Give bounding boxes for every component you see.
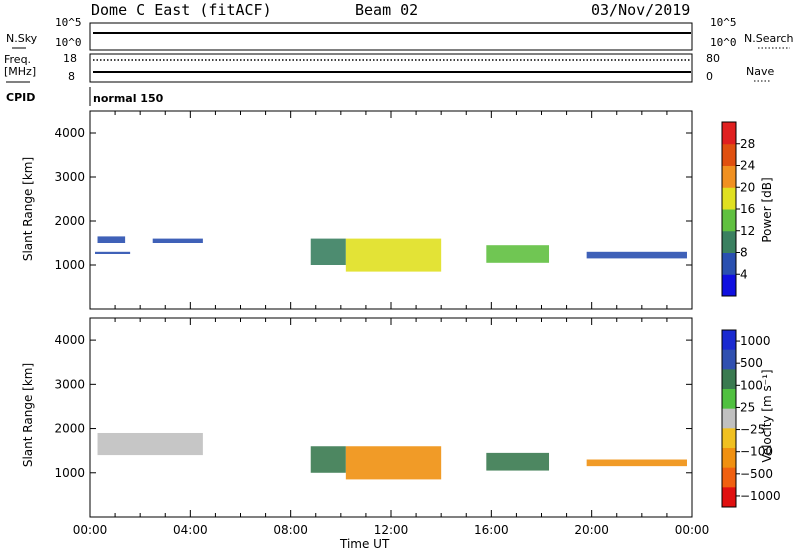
colorbar-tick-label: 4 — [740, 267, 748, 281]
nsearch-label: N.Search — [744, 32, 794, 45]
power-echo-region — [586, 251, 687, 259]
colorbar-tick-label: −1000 — [740, 489, 781, 503]
y-tick-label: 2000 — [54, 214, 85, 228]
x-tick-label: 00:00 — [73, 523, 108, 537]
velocity-echo-region — [586, 459, 687, 467]
power-echo-region — [97, 236, 126, 243]
x-tick-label: 04:00 — [173, 523, 208, 537]
colorbar-tick-label: 28 — [740, 137, 755, 151]
x-tick-label: 20:00 — [574, 523, 609, 537]
date-label: 03/Nov/2019 — [591, 1, 691, 19]
y-tick-label: 4000 — [54, 126, 85, 140]
beam-label: Beam 02 — [355, 1, 419, 19]
freq-label: Freq. — [4, 53, 32, 66]
colorbar-swatch — [722, 252, 736, 275]
freq-tick-low: 8 — [68, 70, 75, 83]
colorbar-tick-label: −100 — [740, 445, 773, 459]
x-tick-label: 12:00 — [374, 523, 409, 537]
x-axis-label: Time UT — [340, 537, 390, 551]
colorbar-swatch — [722, 428, 736, 449]
nave-label: Nave — [746, 65, 775, 78]
nave-tick-high: 80 — [706, 52, 720, 65]
power-panel-frame — [89, 110, 693, 310]
power-echo-region — [486, 245, 550, 263]
colorbar-tick-label: 25 — [740, 400, 755, 414]
colorbar-tick-label: 12 — [740, 224, 755, 238]
velocity-echo-region — [310, 446, 346, 473]
nsky-tick-low: 10^0 — [55, 36, 82, 49]
colorbar-swatch — [722, 389, 736, 410]
nsky-panel-frame — [89, 22, 693, 51]
nsearch-tick-high: 10^5 — [710, 16, 737, 29]
station-title: Dome C East (fitACF) — [91, 1, 272, 19]
nave-tick-low: 0 — [706, 70, 713, 83]
x-tick-label: 08:00 — [273, 523, 308, 537]
colorbar-swatch — [722, 143, 736, 166]
cpid-value: normal 150 — [93, 92, 164, 105]
freq-tick-high: 18 — [63, 52, 77, 65]
colorbar-tick-label: 1000 — [740, 334, 771, 348]
mhz-label: [MHz] — [4, 65, 37, 78]
colorbar-tick-label: 8 — [740, 246, 748, 260]
colorbar-tick-label: 100 — [740, 378, 763, 392]
velocity-echo-region — [345, 446, 442, 480]
colorbar-swatch — [722, 408, 736, 429]
colorbar-swatch — [722, 467, 736, 488]
colorbar-tick-label: 500 — [740, 356, 763, 370]
power-echo-region — [310, 238, 346, 265]
y-tick-label: 1000 — [54, 466, 85, 480]
colorbar-swatch — [722, 274, 736, 297]
colorbar-swatch — [722, 209, 736, 232]
x-tick-label: 16:00 — [474, 523, 509, 537]
colorbar-tick-label: 24 — [740, 159, 755, 173]
power-echo-region — [152, 238, 203, 243]
velocity-echo-region — [486, 452, 550, 471]
y-tick-label: 1000 — [54, 258, 85, 272]
colorbar-swatch — [722, 187, 736, 210]
colorbar-tick-label: 16 — [740, 202, 755, 216]
nsky-label: N.Sky — [6, 32, 38, 45]
colorbar-tick-label: 20 — [740, 180, 755, 194]
colorbar-swatch — [722, 349, 736, 370]
velocity-echo-region — [97, 432, 203, 456]
colorbar-swatch — [722, 330, 736, 351]
colorbar-frame — [721, 329, 737, 508]
colorbar-swatch — [722, 487, 736, 508]
x-tick-label: 00:00 — [675, 523, 710, 537]
power-echo-region — [345, 238, 442, 272]
y-tick-label: 3000 — [54, 377, 85, 391]
nsearch-tick-low: 10^0 — [710, 36, 737, 49]
colorbar-swatch — [722, 448, 736, 469]
y-tick-label: 4000 — [54, 333, 85, 347]
cpid-label: CPID — [6, 91, 36, 104]
colorbar-tick-label: −25 — [740, 423, 765, 437]
y-tick-label: 2000 — [54, 422, 85, 436]
colorbar-swatch — [722, 230, 736, 253]
velocity-panel-frame — [89, 317, 693, 518]
power-echo-region — [95, 251, 131, 254]
colorbar-swatch — [722, 369, 736, 390]
colorbar-tick-label: −500 — [740, 467, 773, 481]
nsky-tick-high: 10^5 — [55, 16, 82, 29]
colorbar-swatch — [722, 122, 736, 145]
freq-panel-frame — [89, 53, 693, 83]
y-tick-label: 3000 — [54, 170, 85, 184]
colorbar-swatch — [722, 165, 736, 188]
